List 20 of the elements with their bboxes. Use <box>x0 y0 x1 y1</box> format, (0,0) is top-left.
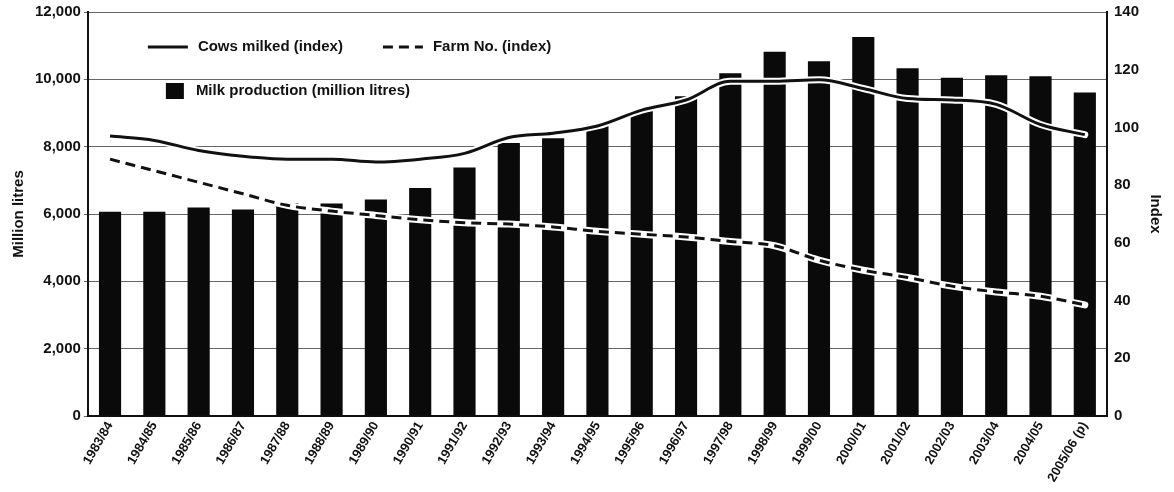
y-tick-label: 8,000 <box>43 136 81 154</box>
y-axis-title: Million litres <box>9 170 27 258</box>
y2-tick-label: 140 <box>1113 2 1139 20</box>
y2-tick-label: 0 <box>1113 406 1123 424</box>
legend-label: Milk production (million litres) <box>195 81 411 99</box>
legend-label: Farm No. (index) <box>432 37 552 55</box>
y-tick-label: 6,000 <box>43 204 81 222</box>
legend-label: Cows milked (index) <box>197 37 343 55</box>
y2-tick-label: 120 <box>1113 59 1139 77</box>
y-tick-label: 4,000 <box>43 271 81 289</box>
y2-tick-label: 100 <box>1113 117 1139 135</box>
y-tick-label: 10,000 <box>34 69 81 87</box>
y-tick-label: 12,000 <box>34 2 81 20</box>
y2-tick-label: 60 <box>1113 233 1131 250</box>
y-tick-label: 0 <box>72 406 81 424</box>
y2-tick-label: 20 <box>1113 348 1131 366</box>
y2-tick-label: 40 <box>1113 290 1131 308</box>
y2-axis-title: Index <box>1147 194 1165 235</box>
y-tick-label: 2,000 <box>43 338 81 356</box>
y2-tick-label: 80 <box>1113 175 1131 193</box>
